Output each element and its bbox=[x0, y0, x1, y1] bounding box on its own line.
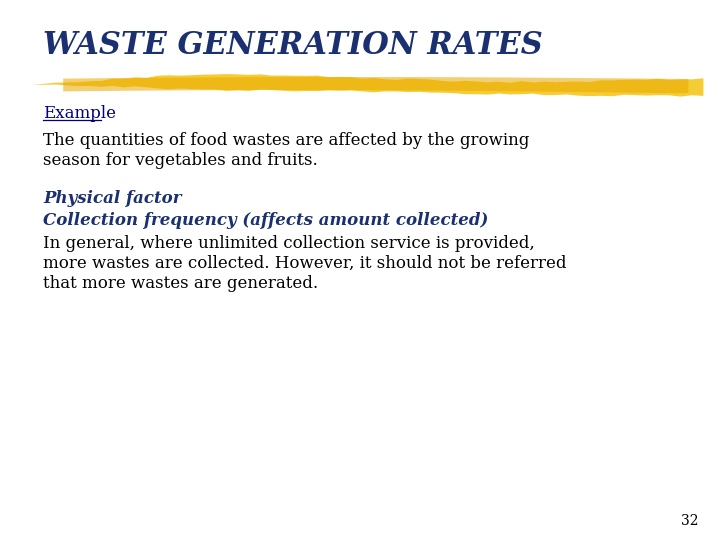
Text: Example: Example bbox=[43, 105, 116, 122]
Text: that more wastes are generated.: that more wastes are generated. bbox=[43, 275, 318, 292]
Text: Collection frequency (affects amount collected): Collection frequency (affects amount col… bbox=[43, 212, 489, 229]
Text: more wastes are collected. However, it should not be referred: more wastes are collected. However, it s… bbox=[43, 255, 567, 272]
Text: 32: 32 bbox=[681, 514, 698, 528]
Text: In general, where unlimited collection service is provided,: In general, where unlimited collection s… bbox=[43, 235, 535, 252]
Text: WASTE GENERATION RATES: WASTE GENERATION RATES bbox=[43, 30, 543, 61]
Text: Physical factor: Physical factor bbox=[43, 190, 181, 207]
Polygon shape bbox=[33, 74, 703, 97]
Text: season for vegetables and fruits.: season for vegetables and fruits. bbox=[43, 152, 318, 169]
Polygon shape bbox=[63, 77, 688, 93]
Text: The quantities of food wastes are affected by the growing: The quantities of food wastes are affect… bbox=[43, 132, 530, 149]
